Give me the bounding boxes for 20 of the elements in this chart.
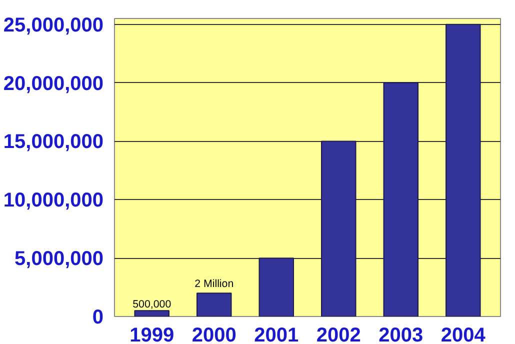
y-tick-label: 15,000,000 [3, 131, 104, 154]
bar [134, 310, 170, 316]
y-tick-label: 10,000,000 [3, 190, 104, 212]
y-tick-label: 0 [92, 306, 104, 328]
y-tick-label: 5,000,000 [14, 248, 104, 270]
y-tick-label: 20,000,000 [3, 72, 104, 95]
annotation: 500,000 [132, 298, 172, 311]
x-tick-label: 2001 [254, 324, 299, 344]
bar [383, 82, 419, 316]
bar [258, 258, 294, 316]
bar [321, 140, 356, 316]
x-tick-label: 2002 [316, 324, 361, 344]
bar [446, 24, 481, 316]
x-tick-label: 2003 [378, 324, 424, 344]
x-tick-label: 2004 [440, 324, 486, 344]
x-tick-label: 1999 [130, 324, 174, 344]
y-tick-label: 25,000,000 [3, 14, 104, 36]
bar [196, 292, 232, 316]
x-tick-label: 2000 [192, 324, 236, 344]
annotation: 2 Million [194, 278, 234, 290]
